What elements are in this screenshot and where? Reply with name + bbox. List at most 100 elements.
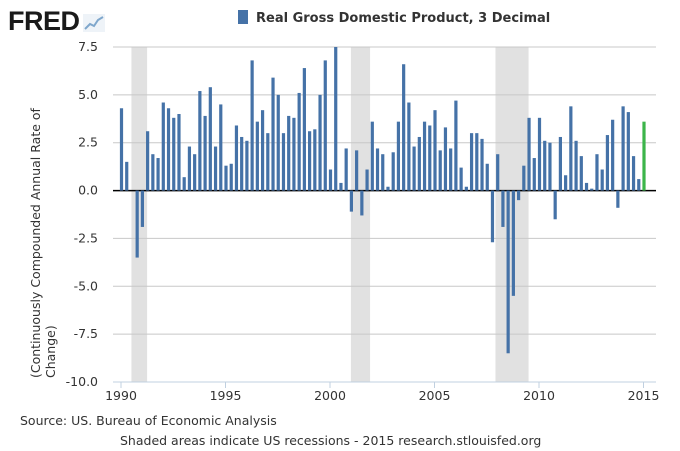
x-tick-label: 2015 [628, 388, 660, 403]
bar [621, 106, 625, 191]
logo-chart-icon [82, 8, 105, 32]
bar [208, 87, 212, 191]
bar [454, 100, 458, 191]
bar [485, 163, 489, 191]
source-note: Source: US. Bureau of Economic Analysis [20, 413, 277, 428]
bar [224, 165, 228, 191]
bar [125, 161, 129, 191]
bar [475, 133, 479, 191]
bar [391, 152, 395, 191]
bar [496, 154, 500, 191]
bar [459, 167, 463, 191]
bar [584, 182, 589, 191]
bar [281, 133, 286, 191]
bar [297, 92, 301, 191]
bar [642, 121, 646, 191]
bar [146, 131, 150, 191]
bar [517, 190, 521, 201]
bar [532, 158, 536, 191]
x-tick-label: 1990 [105, 388, 137, 403]
bar [318, 94, 322, 191]
fred-logo[interactable]: FRED [8, 6, 105, 37]
bar [292, 117, 296, 191]
bar [219, 104, 223, 191]
bar [412, 146, 416, 191]
bar [166, 108, 171, 191]
y-tick-label: -2.5 [74, 230, 98, 245]
bar [260, 110, 265, 191]
bar [234, 125, 239, 191]
bar [187, 146, 192, 191]
bar [213, 146, 218, 191]
y-axis-title: (Continuously Compounded Annual Rate ofC… [28, 107, 58, 378]
bar [266, 133, 270, 191]
bar [255, 121, 259, 191]
recession-note: Shaded areas indicate US recessions - 20… [120, 433, 542, 448]
bar [422, 121, 427, 191]
bar [381, 154, 385, 191]
bar [543, 140, 547, 191]
bar [250, 60, 254, 191]
bar [119, 108, 124, 191]
x-tick-label: 2010 [523, 388, 555, 403]
chart-title: Real Gross Domestic Product, 3 Decimal [256, 11, 551, 26]
bar [334, 47, 338, 191]
bar [276, 94, 280, 191]
y-tick-label: -5.0 [74, 278, 98, 293]
bar [172, 117, 176, 191]
recession-band [131, 47, 148, 382]
bar [386, 186, 390, 191]
bar [600, 169, 604, 191]
bar [616, 190, 620, 208]
bar [402, 64, 406, 191]
bar [605, 135, 610, 191]
bar [558, 136, 562, 191]
bar [344, 148, 348, 191]
y-tick-label: -10.0 [66, 374, 98, 389]
bar [553, 190, 557, 220]
bar [193, 154, 197, 191]
bar [522, 165, 526, 191]
bar [339, 182, 343, 191]
y-tick-label: -7.5 [74, 326, 98, 341]
bar [302, 68, 306, 191]
bar [506, 190, 510, 354]
bar [611, 119, 615, 191]
bar [229, 163, 233, 191]
bar [428, 125, 432, 191]
bar [548, 142, 552, 191]
gridlines [113, 46, 656, 383]
bar [574, 140, 578, 191]
y-tick-label: 5.0 [78, 87, 98, 102]
bar [140, 190, 144, 227]
x-axis-ticks: 1990 1995 2000 2005 2010 2015 [105, 381, 660, 403]
x-tick-label: 1995 [210, 388, 242, 403]
bar [365, 169, 369, 191]
bar [417, 136, 421, 191]
bar [433, 110, 437, 191]
bar [590, 188, 594, 191]
bar [287, 115, 291, 191]
bar [438, 150, 442, 191]
bar [360, 190, 364, 216]
bar [156, 158, 160, 191]
bar [182, 177, 186, 191]
bar [328, 169, 333, 191]
bar [637, 179, 641, 191]
bar [501, 190, 505, 227]
bar [464, 186, 468, 191]
bar [177, 114, 181, 191]
bar [631, 156, 636, 191]
bar [323, 60, 327, 191]
bar [537, 117, 542, 191]
bar [161, 102, 165, 191]
x-tick-label: 2005 [419, 388, 451, 403]
bar [626, 112, 630, 191]
bar [135, 190, 139, 258]
bar [355, 150, 359, 191]
bar [595, 154, 599, 191]
bar [569, 106, 573, 191]
logo-text: FRED [8, 6, 80, 36]
bar [449, 148, 453, 191]
